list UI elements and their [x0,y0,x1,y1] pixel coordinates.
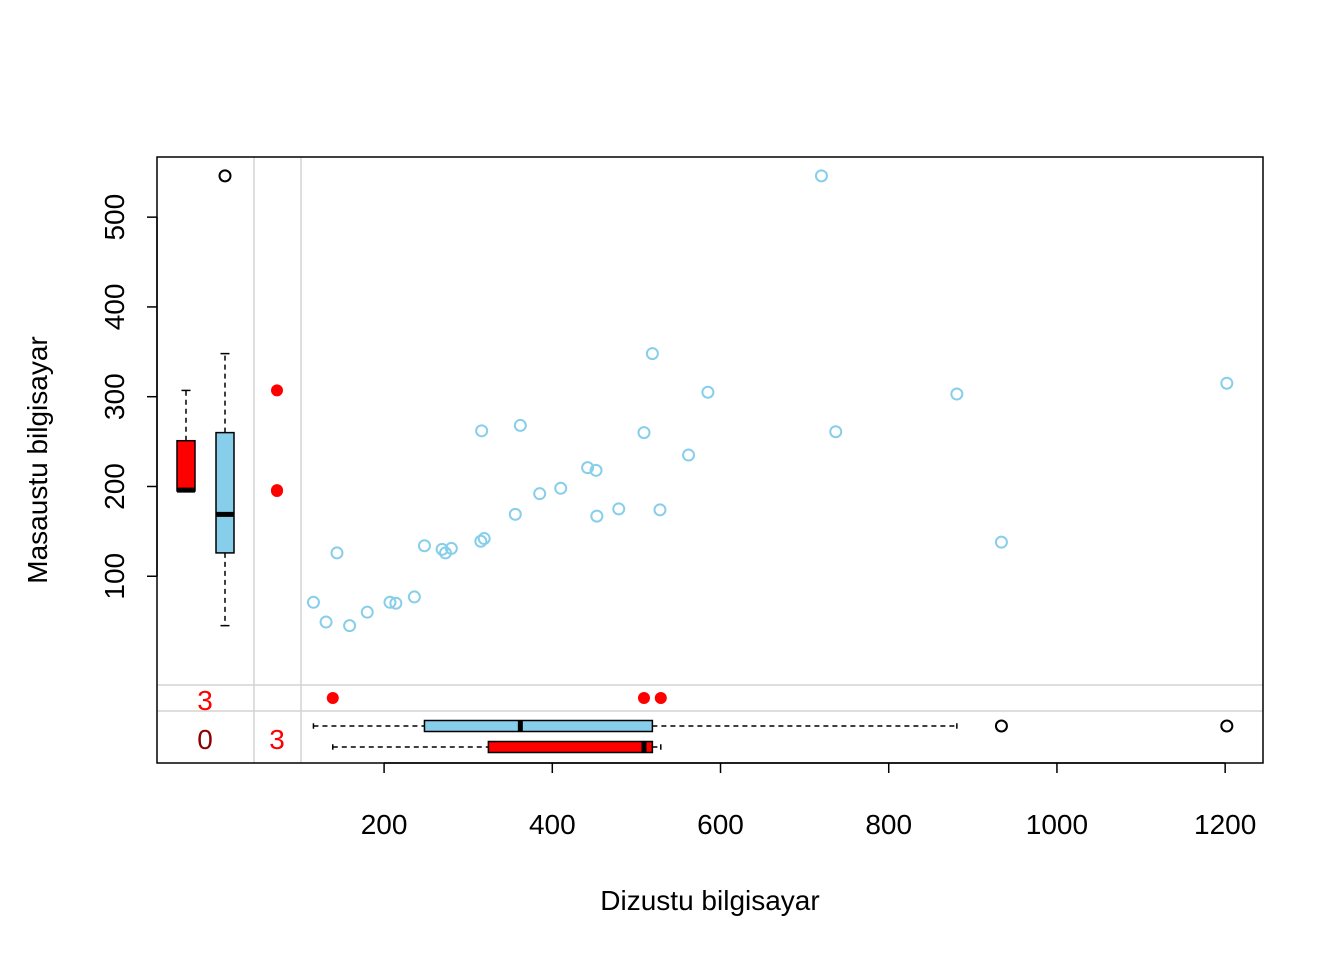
missing-y-point [326,692,339,704]
data-point [508,507,522,521]
y-axis: 100 200 300 400 500 [99,194,158,600]
data-point [533,487,547,501]
x-tick-label: 400 [529,809,576,840]
x-axis: 200 400 600 800 1000 1200 [361,762,1256,840]
data-point [513,418,527,432]
box-iqr [215,431,235,554]
boxplot-x-observed [312,719,1234,733]
data-point [330,546,344,560]
data-point [389,596,403,610]
data-point [474,534,488,548]
box-iqr [487,740,654,754]
boxplot-outlier [1220,719,1234,733]
data-point [590,509,604,523]
data-point [653,503,667,517]
y-tick-label: 400 [99,284,130,331]
data-point [417,539,431,553]
boxplot-y-missing [176,389,196,493]
data-point [814,169,828,183]
missing-y-point [637,692,650,704]
data-point [645,347,659,361]
missing-y-point [654,692,667,704]
y-tick-label: 200 [99,463,130,510]
data-points [306,169,1234,633]
data-point [637,426,651,440]
boxplot-x-missing [332,740,662,754]
x-tick-label: 800 [865,809,912,840]
data-point [343,619,357,633]
boxplot-outlier [994,719,1008,733]
boxplot-outlier [218,169,232,183]
data-point [319,615,333,629]
margin-dividers [157,157,1263,763]
data-point [994,535,1008,549]
count-y-missing: 3 [197,685,213,716]
missing-x-point [271,384,283,397]
data-point [581,461,595,475]
y-axis-label: Masaustu bilgisayar [22,336,53,583]
y-tick-label: 100 [99,553,130,600]
data-point [477,532,491,546]
data-point [435,542,449,556]
margin-boxplots [176,169,1234,754]
box-iqr [176,439,196,492]
box-iqr [423,719,654,733]
data-point [829,425,843,439]
data-point [475,424,489,438]
missing-counts: 3 0 3 [197,685,285,755]
data-point [383,595,397,609]
data-point [407,590,421,604]
data-point [1220,376,1234,390]
data-point [682,448,696,462]
data-point [306,595,320,609]
x-tick-label: 600 [697,809,744,840]
x-tick-label: 1200 [1194,809,1256,840]
data-point [589,463,603,477]
x-axis-label: Dizustu bilgisayar [600,885,819,916]
data-point [612,502,626,516]
y-tick-label: 500 [99,194,130,241]
data-point [950,387,964,401]
missing-x-point [271,484,283,497]
count-x-missing: 3 [269,724,285,755]
y-tick-label: 300 [99,373,130,420]
boxplot-y-observed [215,169,235,627]
missing-value-points [271,384,667,704]
data-point [554,481,568,495]
data-point [438,546,452,560]
x-tick-label: 200 [361,809,408,840]
data-point [360,605,374,619]
data-point [701,385,715,399]
x-tick-label: 1000 [1026,809,1088,840]
count-both-missing: 0 [197,724,213,755]
